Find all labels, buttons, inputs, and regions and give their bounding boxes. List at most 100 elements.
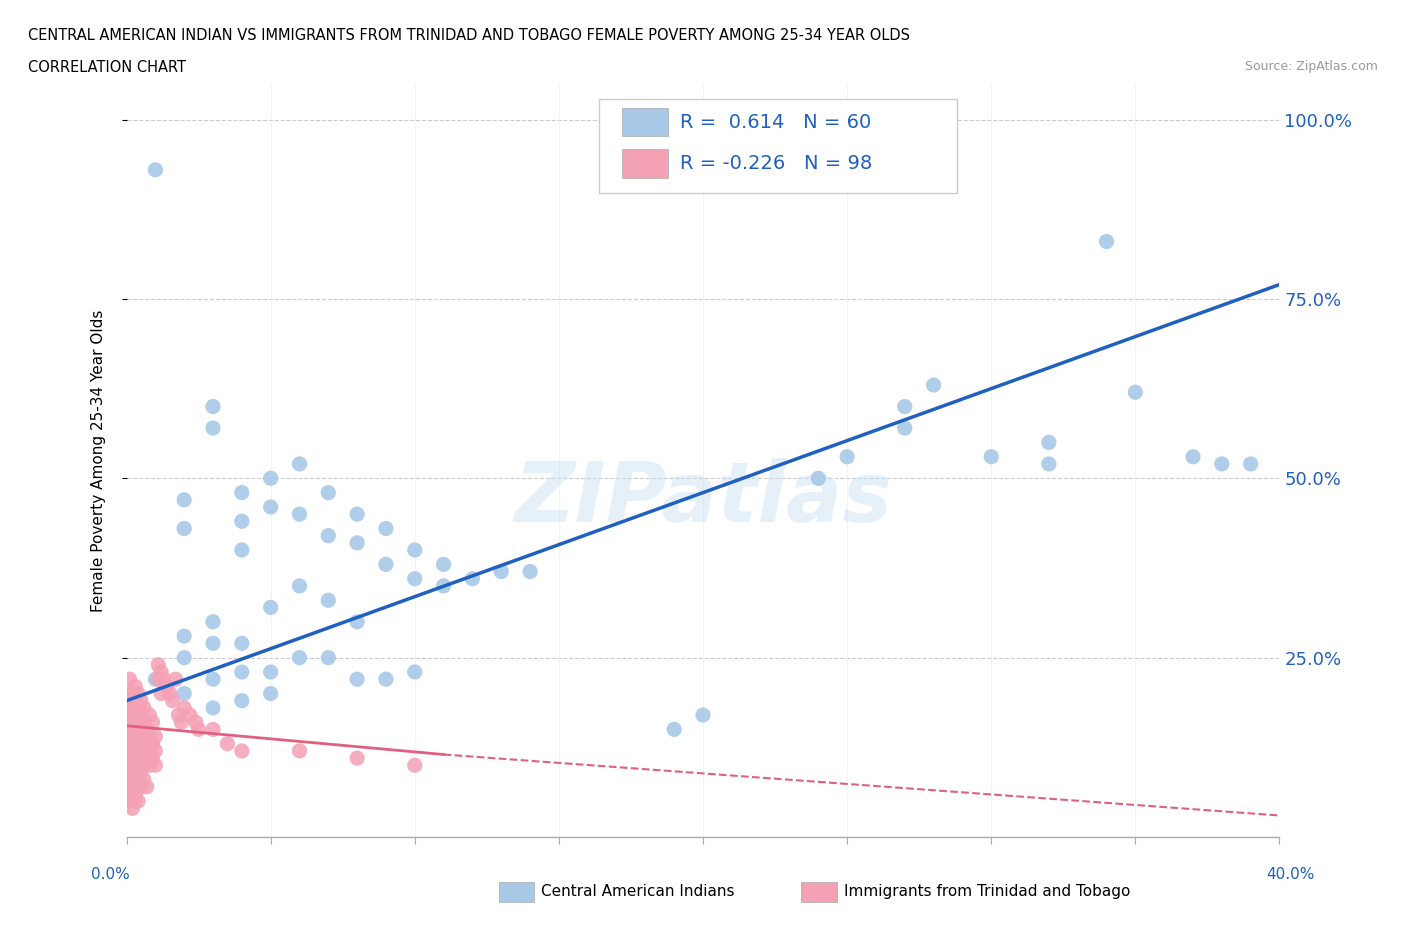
Point xyxy=(288,650,311,665)
Point xyxy=(145,671,166,686)
Text: 40.0%: 40.0% xyxy=(1267,867,1315,882)
Point xyxy=(202,722,225,737)
Point xyxy=(129,737,152,751)
Point xyxy=(259,600,281,615)
Point xyxy=(231,542,253,557)
Point xyxy=(127,686,149,701)
Point xyxy=(124,787,146,802)
Point xyxy=(129,751,152,765)
Point xyxy=(1211,457,1233,472)
Point xyxy=(1038,435,1060,450)
Point xyxy=(150,665,173,680)
Point xyxy=(124,679,146,694)
Point xyxy=(231,636,253,651)
Point xyxy=(491,565,513,579)
Point xyxy=(121,758,143,773)
Point xyxy=(217,737,239,751)
Point xyxy=(346,615,368,630)
Text: R = -0.226   N = 98: R = -0.226 N = 98 xyxy=(681,154,872,173)
Point xyxy=(318,528,340,543)
Point xyxy=(288,578,311,593)
Point xyxy=(124,722,146,737)
Point xyxy=(118,758,141,773)
Point xyxy=(115,743,138,758)
FancyBboxPatch shape xyxy=(599,99,956,193)
Point xyxy=(127,700,149,715)
Point xyxy=(138,743,160,758)
Point xyxy=(922,378,945,392)
Point xyxy=(980,449,1002,464)
Point xyxy=(231,514,253,529)
Point xyxy=(129,708,152,723)
Point xyxy=(132,772,155,787)
Point xyxy=(135,722,157,737)
Point xyxy=(404,665,426,680)
Point xyxy=(318,592,340,607)
Point xyxy=(124,765,146,780)
Point xyxy=(318,650,340,665)
Point xyxy=(132,729,155,744)
Point xyxy=(145,163,166,178)
Point xyxy=(1095,234,1118,249)
Point xyxy=(124,737,146,751)
Point xyxy=(118,722,141,737)
Point xyxy=(121,801,143,816)
Point xyxy=(118,751,141,765)
Point xyxy=(259,665,281,680)
Point xyxy=(132,700,155,715)
Point xyxy=(202,700,225,715)
Point xyxy=(141,751,163,765)
Point xyxy=(894,420,917,435)
Point xyxy=(148,671,170,686)
Text: 0.0%: 0.0% xyxy=(91,867,131,882)
Point xyxy=(162,693,184,708)
Point xyxy=(115,715,138,730)
Point xyxy=(346,751,368,765)
Point xyxy=(404,542,426,557)
Point xyxy=(129,779,152,794)
Point xyxy=(519,565,541,579)
Text: CENTRAL AMERICAN INDIAN VS IMMIGRANTS FROM TRINIDAD AND TOBAGO FEMALE POVERTY AM: CENTRAL AMERICAN INDIAN VS IMMIGRANTS FR… xyxy=(28,28,910,43)
Point xyxy=(135,751,157,765)
Point xyxy=(115,772,138,787)
Point xyxy=(127,758,149,773)
Point xyxy=(187,722,209,737)
Point xyxy=(1240,457,1263,472)
Point xyxy=(259,499,281,514)
Point xyxy=(1181,449,1204,464)
Point xyxy=(148,658,170,672)
Text: R =  0.614   N = 60: R = 0.614 N = 60 xyxy=(681,113,872,132)
Point xyxy=(145,758,166,773)
FancyBboxPatch shape xyxy=(623,149,668,178)
Y-axis label: Female Poverty Among 25-34 Year Olds: Female Poverty Among 25-34 Year Olds xyxy=(91,309,105,612)
Point xyxy=(129,765,152,780)
Point xyxy=(115,729,138,744)
Point xyxy=(138,729,160,744)
Point xyxy=(121,765,143,780)
Point xyxy=(259,686,281,701)
Point xyxy=(121,772,143,787)
Point xyxy=(231,485,253,500)
Point xyxy=(288,743,311,758)
Point xyxy=(115,787,138,802)
Text: Central American Indians: Central American Indians xyxy=(541,884,735,899)
Point xyxy=(231,665,253,680)
Point xyxy=(374,671,398,686)
Point xyxy=(129,693,152,708)
Point xyxy=(141,737,163,751)
Text: Source: ZipAtlas.com: Source: ZipAtlas.com xyxy=(1244,60,1378,73)
Point xyxy=(374,557,398,572)
Point xyxy=(127,715,149,730)
Point xyxy=(153,671,176,686)
Point xyxy=(118,671,141,686)
Point xyxy=(433,578,456,593)
Text: CORRELATION CHART: CORRELATION CHART xyxy=(28,60,186,75)
Point xyxy=(121,700,143,715)
Point xyxy=(145,729,166,744)
Point xyxy=(129,722,152,737)
Point xyxy=(202,671,225,686)
Point xyxy=(404,758,426,773)
Point xyxy=(115,700,138,715)
Point xyxy=(118,793,141,808)
Point xyxy=(124,779,146,794)
